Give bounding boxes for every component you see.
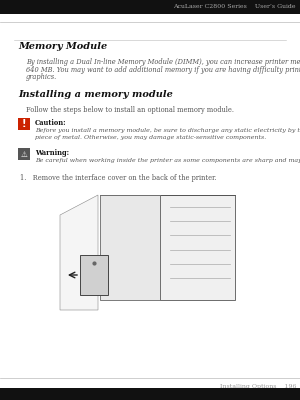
Bar: [18, 148, 30, 160]
Text: 1.   Remove the interface cover on the back of the printer.: 1. Remove the interface cover on the bac…: [20, 174, 217, 182]
Text: By installing a Dual In-line Memory Module (DIMM), you can increase printer memo: By installing a Dual In-line Memory Modu…: [26, 58, 300, 66]
Text: Installing Options    196: Installing Options 196: [220, 384, 296, 389]
Text: ⚠: ⚠: [21, 150, 27, 158]
Text: Caution:: Caution:: [35, 119, 67, 127]
Text: !: !: [22, 119, 26, 129]
Text: Warning:: Warning:: [35, 149, 69, 157]
Text: AcuLaser C2800 Series    User’s Guide: AcuLaser C2800 Series User’s Guide: [173, 4, 296, 10]
Text: graphics.: graphics.: [26, 73, 57, 81]
Polygon shape: [60, 195, 98, 310]
Text: 640 MB. You may want to add additional memory if you are having difficulty print: 640 MB. You may want to add additional m…: [26, 66, 300, 74]
Text: piece of metal. Otherwise, you may damage static-sensitive components.: piece of metal. Otherwise, you may damag…: [35, 135, 266, 140]
Bar: [18, 118, 30, 130]
Text: Be careful when working inside the printer as some components are sharp and may : Be careful when working inside the print…: [35, 158, 300, 163]
Bar: [100, 195, 160, 300]
Bar: [160, 195, 235, 300]
Bar: [80, 255, 108, 295]
Text: Installing a memory module: Installing a memory module: [18, 90, 173, 99]
Text: Follow the steps below to install an optional memory module.: Follow the steps below to install an opt…: [26, 106, 234, 114]
Bar: [60, 185, 250, 315]
Bar: [0, 0, 300, 14]
Bar: [0, 388, 300, 400]
Text: Memory Module: Memory Module: [18, 42, 107, 51]
Text: Before you install a memory module, be sure to discharge any static electricity : Before you install a memory module, be s…: [35, 128, 300, 133]
